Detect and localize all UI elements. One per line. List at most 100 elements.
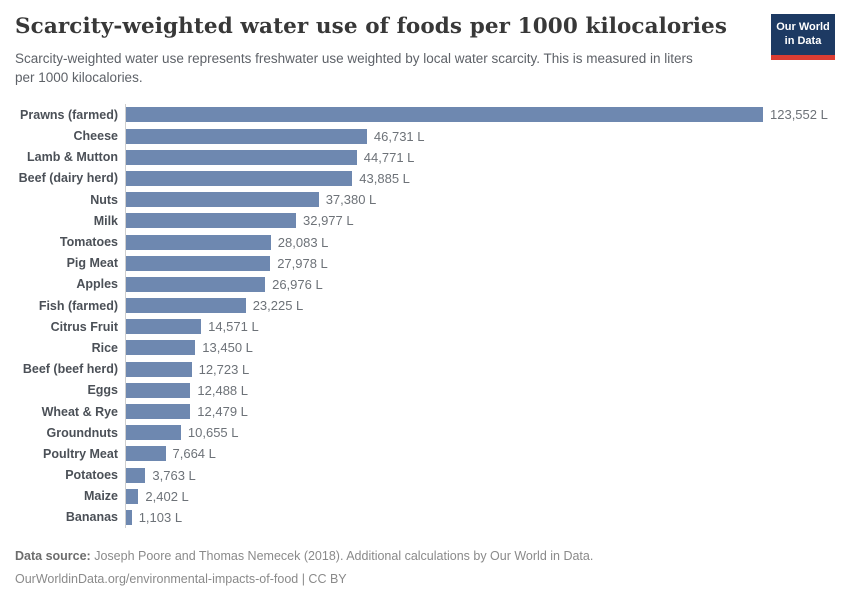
category-label: Eggs xyxy=(87,383,118,398)
bar-area: 26,976 L xyxy=(125,273,835,295)
category-label: Apples xyxy=(76,277,118,292)
value-label: 2,402 L xyxy=(145,488,189,504)
owid-logo-line2: in Data xyxy=(784,34,822,47)
bar-area: 27,978 L xyxy=(125,252,835,274)
bar-area: 13,450 L xyxy=(125,337,835,359)
bar-row: Rice 13,450 L xyxy=(15,337,835,359)
bar-area: 28,083 L xyxy=(125,231,835,253)
value-label: 13,450 L xyxy=(202,340,253,356)
bar-area: 10,655 L xyxy=(125,422,835,444)
category-label: Groundnuts xyxy=(46,425,118,440)
value-label: 7,664 L xyxy=(172,446,216,462)
bar[interactable] xyxy=(126,488,139,504)
bar-area: 2,402 L xyxy=(125,485,835,507)
bar[interactable] xyxy=(126,340,196,356)
value-label: 32,977 L xyxy=(303,213,354,229)
bar-row: Poultry Meat 7,664 L xyxy=(15,443,835,465)
data-source-label: Data source: xyxy=(15,549,91,564)
bar[interactable] xyxy=(126,149,357,165)
value-label: 23,225 L xyxy=(252,298,304,314)
category-label: Maize xyxy=(83,489,118,504)
category-label: Prawns (farmed) xyxy=(20,107,118,122)
value-label: 43,885 L xyxy=(359,170,410,186)
value-label: 28,083 L xyxy=(277,234,329,250)
bar[interactable] xyxy=(126,234,271,250)
category-label: Cheese xyxy=(73,129,118,144)
bar-row: Pig Meat 27,978 L xyxy=(15,252,835,274)
bar[interactable] xyxy=(126,107,763,123)
bar-area: 12,488 L xyxy=(125,379,835,401)
license-line: OurWorldinData.org/environmental-impacts… xyxy=(15,571,347,586)
bar-area: 3,763 L xyxy=(125,464,835,486)
bar[interactable] xyxy=(126,382,191,398)
value-label: 10,655 L xyxy=(187,425,239,441)
bar-row: Citrus Fruit 14,571 L xyxy=(15,316,835,338)
chart-subtitle: Scarcity-weighted water use represents f… xyxy=(15,51,693,86)
data-source-text: Joseph Poore and Thomas Nemecek (2018). … xyxy=(90,549,594,564)
bar-area: 23,225 L xyxy=(125,295,835,317)
data-source-line: Data source: Joseph Poore and Thomas Nem… xyxy=(15,545,835,568)
bar-row: Beef (beef herd) 12,723 L xyxy=(15,358,835,380)
value-label: 37,380 L xyxy=(325,192,377,208)
bar-row: Maize 2,402 L xyxy=(15,485,835,507)
bar-row: Milk 32,977 L xyxy=(15,210,835,232)
owid-logo[interactable]: Our World in Data xyxy=(771,14,835,60)
bar[interactable] xyxy=(126,361,192,377)
bar-row: Apples 26,976 L xyxy=(15,273,835,295)
value-label: 12,479 L xyxy=(197,404,248,420)
chart-title: Scarcity-weighted water use of foods per… xyxy=(15,14,728,39)
bar[interactable] xyxy=(126,192,319,208)
category-label: Poultry Meat xyxy=(42,446,118,461)
bar-row: Cheese 46,731 L xyxy=(15,125,835,147)
bar-area: 14,571 L xyxy=(125,316,835,338)
bar-row: Fish (farmed) 23,225 L xyxy=(15,295,835,317)
category-label: Beef (dairy herd) xyxy=(18,171,118,186)
bar[interactable] xyxy=(126,404,191,420)
bar-area: 46,731 L xyxy=(125,125,835,147)
bar[interactable] xyxy=(126,170,353,186)
bar[interactable] xyxy=(126,128,367,144)
value-label: 1,103 L xyxy=(138,509,183,525)
category-label: Tomatoes xyxy=(59,235,118,250)
bar[interactable] xyxy=(126,255,271,271)
value-label: 46,731 L xyxy=(373,128,425,144)
bar-row: Bananas 1,103 L xyxy=(15,506,835,529)
bar[interactable] xyxy=(126,509,132,525)
bar[interactable] xyxy=(126,213,296,229)
category-label: Fish (farmed) xyxy=(38,298,118,313)
bar-area: 37,380 L xyxy=(125,189,835,211)
bar[interactable] xyxy=(126,276,266,292)
value-label: 3,763 L xyxy=(152,467,196,483)
bar-row: Prawns (farmed) 123,552 L xyxy=(15,104,835,126)
category-label: Bananas xyxy=(65,510,118,525)
value-label: 27,978 L xyxy=(277,255,328,271)
bar-area: 12,479 L xyxy=(125,400,835,423)
category-label: Nuts xyxy=(90,192,118,207)
bar-area: 32,977 L xyxy=(125,210,835,232)
bar-row: Potatoes 3,763 L xyxy=(15,464,835,486)
bar[interactable] xyxy=(126,319,202,335)
value-label: 44,771 L xyxy=(363,149,415,165)
bar-area: 12,723 L xyxy=(125,358,835,380)
bar-row: Groundnuts 10,655 L xyxy=(15,422,835,444)
value-label: 123,552 L xyxy=(770,107,828,123)
category-label: Beef (beef herd) xyxy=(22,362,118,377)
bar[interactable] xyxy=(126,467,146,483)
bar-row: Wheat & Rye 12,479 L xyxy=(15,400,835,423)
value-label: 12,723 L xyxy=(198,361,250,377)
bar[interactable] xyxy=(126,298,246,314)
bar[interactable] xyxy=(126,446,166,462)
chart-footer: Data source: Joseph Poore and Thomas Nem… xyxy=(15,545,835,590)
bar[interactable] xyxy=(126,425,181,441)
value-label: 14,571 L xyxy=(208,319,259,335)
bar-row: Nuts 37,380 L xyxy=(15,189,835,211)
category-label: Wheat & Rye xyxy=(41,404,118,419)
value-label: 26,976 L xyxy=(272,276,323,292)
owid-logo-line1: Our World xyxy=(776,20,830,33)
bar-area: 1,103 L xyxy=(125,506,835,529)
bar-area: 123,552 L xyxy=(125,104,835,126)
category-label: Pig Meat xyxy=(66,256,118,271)
category-label: Lamb & Mutton xyxy=(27,150,118,165)
bar-area: 44,771 L xyxy=(125,146,835,168)
